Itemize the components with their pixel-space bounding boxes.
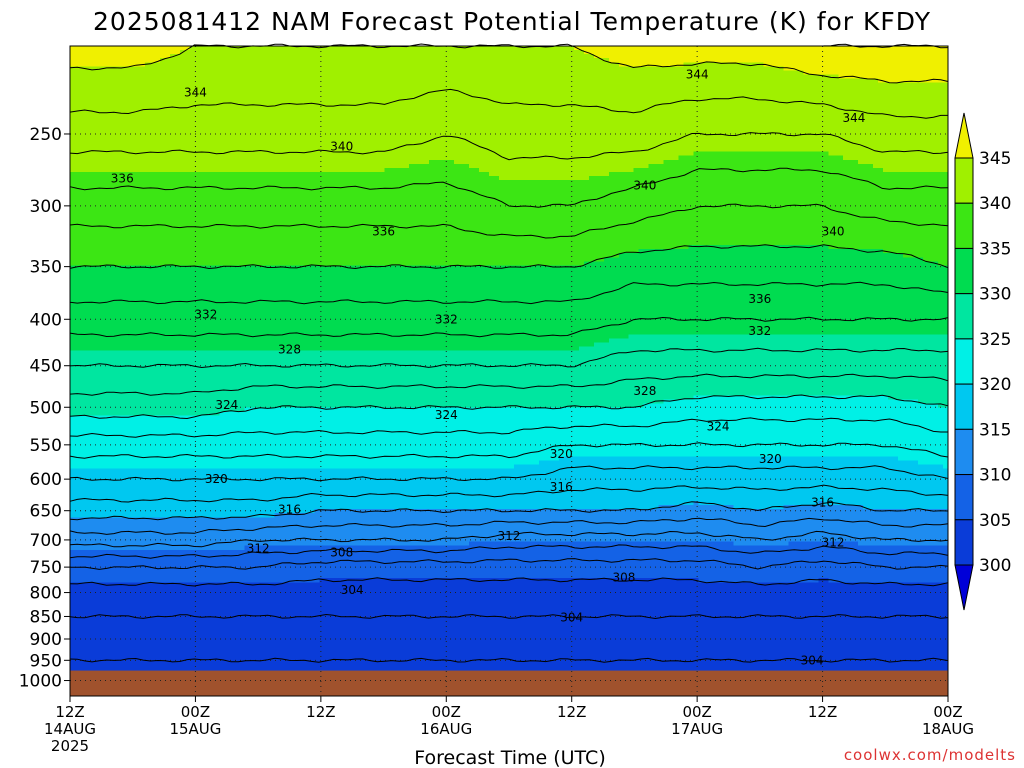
x-axis-label: Forecast Time (UTC) [414, 747, 605, 768]
contour-label: 336 [111, 172, 134, 186]
y-tick-label: 750 [30, 558, 62, 578]
y-tick-label: 400 [30, 310, 62, 330]
x-tick-label: 00Z [682, 703, 711, 721]
contour-label: 308 [613, 570, 636, 584]
x-tick-label: 12Z [808, 703, 837, 721]
x-tick-label: 2025 [51, 737, 89, 755]
colorbar-swatch [955, 520, 973, 565]
colorbar-swatch [955, 429, 973, 474]
y-tick-label: 600 [30, 470, 62, 490]
contour-label: 304 [801, 653, 824, 667]
x-tick-label: 12Z [306, 703, 335, 721]
colorbar-label: 315 [979, 420, 1011, 440]
contour-label: 340 [330, 139, 353, 153]
contour-label: 316 [550, 480, 573, 494]
y-tick-label: 250 [30, 125, 62, 145]
contour-label: 336 [372, 224, 395, 238]
contour-label: 312 [247, 541, 270, 555]
colorbar-top-arrow [955, 113, 973, 158]
y-tick-label: 800 [30, 584, 62, 604]
y-tick-label: 300 [30, 197, 62, 217]
colorbar-swatch [955, 294, 973, 339]
colorbar-label: 305 [979, 511, 1011, 531]
x-tick-label: 17AUG [671, 720, 723, 738]
x-tick-label: 14AUG [44, 720, 96, 738]
contour-label: 312 [822, 536, 845, 550]
x-tick-label: 12Z [55, 703, 84, 721]
x-tick-label: 15AUG [169, 720, 221, 738]
colorbar-swatch [955, 248, 973, 293]
colorbar-label: 345 [979, 149, 1011, 169]
colorbar-swatch [955, 339, 973, 384]
contour-label: 316 [811, 496, 834, 510]
y-tick-label: 900 [30, 630, 62, 650]
colorbar-bottom-arrow [955, 565, 973, 610]
colorbar-label: 320 [979, 375, 1011, 395]
y-tick-label: 500 [30, 398, 62, 418]
credit-text: coolwx.com/modelts [844, 746, 1016, 764]
colorbar: 300 305 310 315 320 325 330 335 340 345 [955, 113, 1011, 610]
contour-label: 332 [748, 324, 771, 338]
theta-field [70, 46, 949, 672]
ground-below-surface [70, 671, 948, 696]
contour-label: 324 [215, 398, 238, 412]
x-tick-label: 00Z [933, 703, 962, 721]
contour-label: 308 [330, 546, 353, 560]
colorbar-swatch [955, 158, 973, 203]
contour-label: 344 [184, 85, 207, 99]
contour-label: 320 [550, 447, 573, 461]
y-tick-label: 950 [30, 651, 62, 671]
contour-label: 316 [278, 502, 301, 516]
contour-label: 340 [822, 224, 845, 238]
contour-label: 304 [341, 583, 364, 597]
colorbar-swatch [955, 384, 973, 429]
colorbar-swatch [955, 475, 973, 520]
colorbar-label: 330 [979, 285, 1011, 305]
contour-label: 332 [435, 312, 458, 326]
y-tick-label: 700 [30, 531, 62, 551]
x-tick-label: 18AUG [922, 720, 974, 738]
y-tick-label: 650 [30, 502, 62, 522]
contour-label: 340 [633, 179, 656, 193]
contour-label: 320 [205, 472, 228, 486]
contour-label: 336 [748, 292, 771, 306]
colorbar-label: 340 [979, 194, 1011, 214]
y-tick-label: 550 [30, 436, 62, 456]
colorbar-label: 335 [979, 239, 1011, 259]
x-tick-label: 00Z [432, 703, 461, 721]
colorbar-swatch [955, 203, 973, 248]
chart-title: 2025081412 NAM Forecast Potential Temper… [93, 7, 931, 36]
x-tick-label: 16AUG [420, 720, 472, 738]
contour-label: 344 [686, 68, 709, 82]
contour-label: 328 [633, 384, 656, 398]
contour-label: 320 [759, 452, 782, 466]
y-tick-label: 350 [30, 258, 62, 278]
y-tick-label: 1000 [19, 672, 62, 692]
contour-label: 324 [707, 419, 730, 433]
contour-label: 328 [278, 343, 301, 357]
colorbar-label: 325 [979, 330, 1011, 350]
contour-label: 304 [560, 610, 583, 624]
colorbar-label: 310 [979, 466, 1011, 486]
x-tick-label: 00Z [181, 703, 210, 721]
contour-label: 312 [498, 529, 521, 543]
colorbar-label: 300 [979, 556, 1011, 576]
contour-label: 344 [842, 111, 865, 125]
y-tick-label: 450 [30, 357, 62, 377]
contour-label: 332 [194, 307, 217, 321]
x-tick-label: 12Z [557, 703, 586, 721]
contour-label: 324 [435, 408, 458, 422]
y-tick-label: 850 [30, 607, 62, 627]
plot-area [70, 46, 949, 696]
